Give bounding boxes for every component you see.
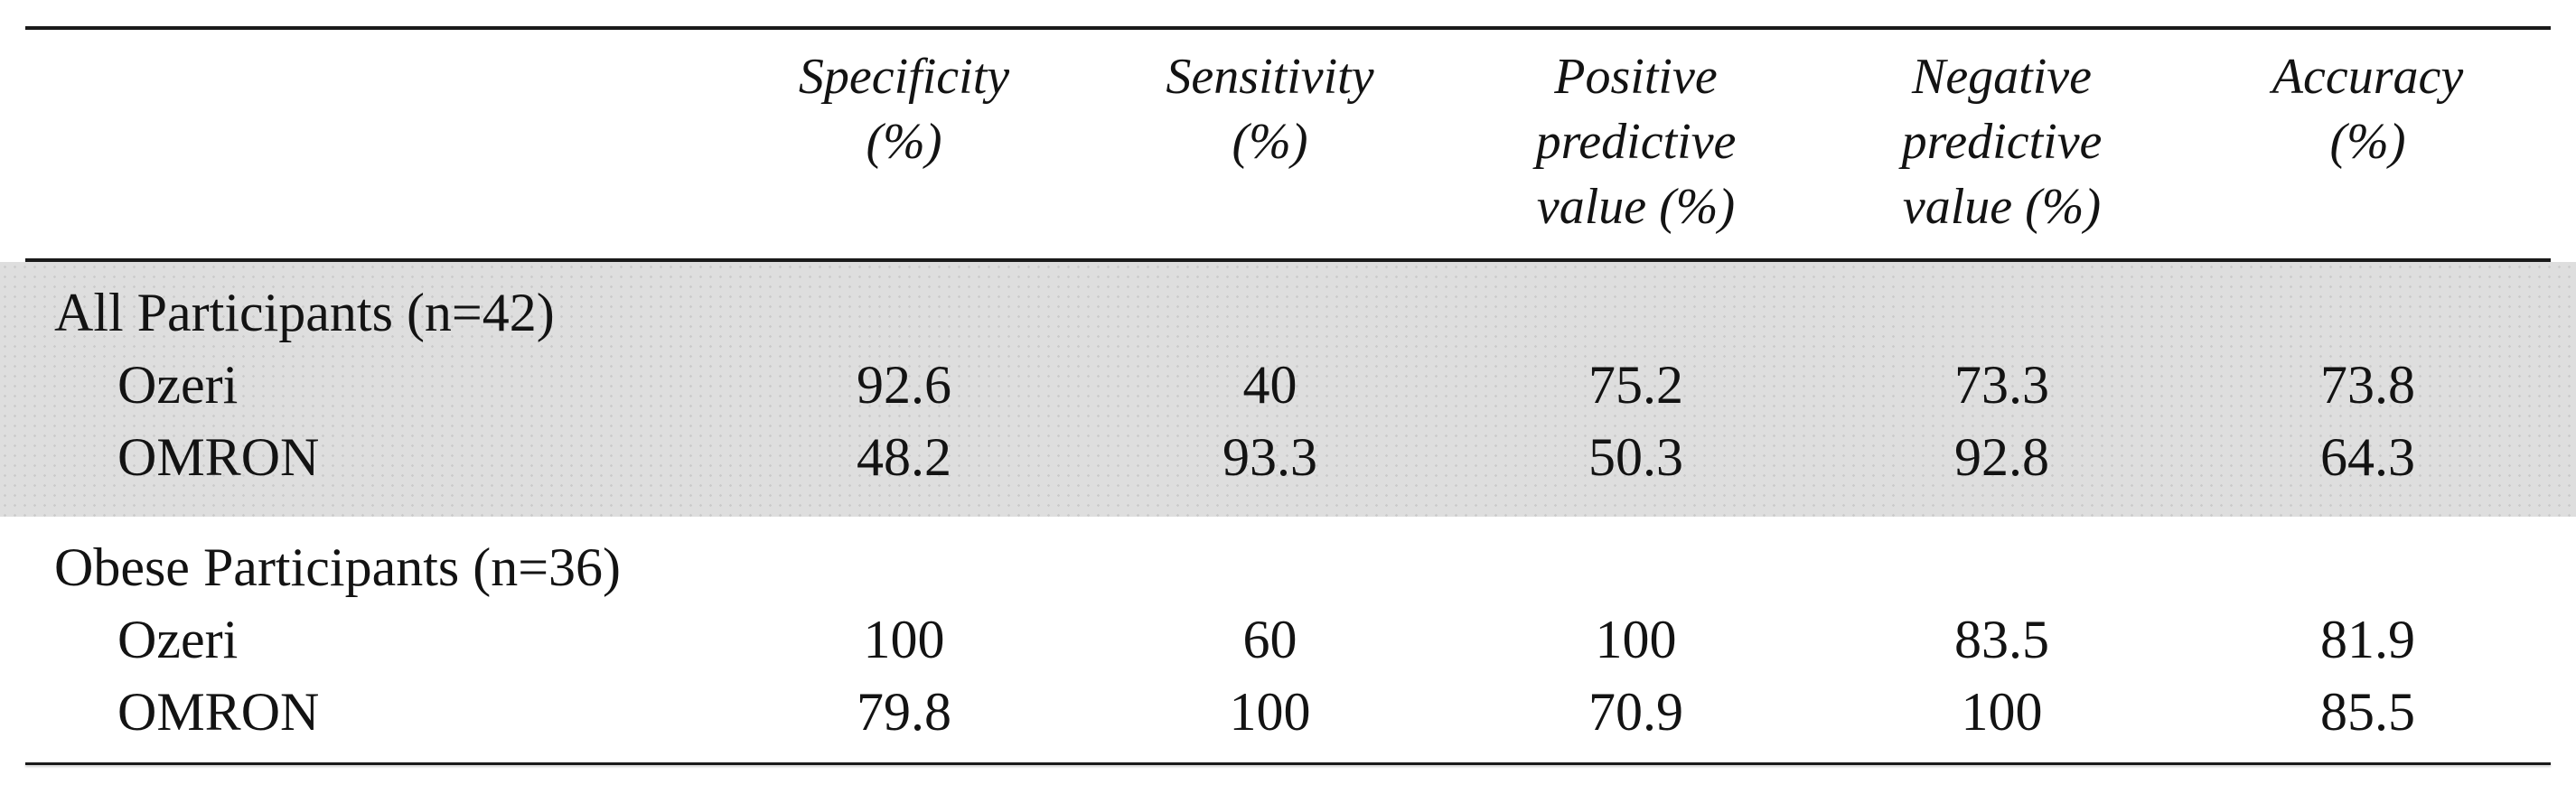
table-row-ozeri-obese: Ozeri 100 60 100 83.5 81.9 xyxy=(25,603,2551,676)
column-header-ppv: Positive predictive value (%) xyxy=(1535,49,1737,235)
row-label: OMRON xyxy=(117,426,320,487)
section-label-row: Obese Participants (n=36) xyxy=(25,531,2551,603)
table-row-omron-all: OMRON 48.2 93.3 50.3 92.8 64.3 xyxy=(25,421,2551,493)
cell-specificity: 100 xyxy=(863,609,945,669)
table-header-row: Specificity (%) Sensitivity (%) Positive… xyxy=(25,30,2551,258)
cell-specificity: 92.6 xyxy=(857,354,951,415)
cell-sensitivity: 60 xyxy=(1242,609,1297,669)
cell-ppv: 100 xyxy=(1595,609,1677,669)
table-top-rule xyxy=(25,26,2551,30)
header-separator-rule xyxy=(25,258,2551,262)
cell-ppv: 50.3 xyxy=(1588,426,1683,487)
cell-ppv: 75.2 xyxy=(1588,354,1683,415)
column-header-accuracy: Accuracy (%) xyxy=(2272,49,2464,170)
cell-accuracy: 81.9 xyxy=(2320,609,2415,669)
cell-npv: 92.8 xyxy=(1954,426,2049,487)
cell-sensitivity: 93.3 xyxy=(1222,426,1317,487)
cell-npv: 73.3 xyxy=(1954,354,2049,415)
table-row-ozeri-all: Ozeri 92.6 40 75.2 73.3 73.8 xyxy=(25,349,2551,421)
cell-npv: 100 xyxy=(1961,681,2043,742)
table-row-omron-obese: OMRON 79.8 100 70.9 100 85.5 xyxy=(25,676,2551,748)
cell-accuracy: 64.3 xyxy=(2320,426,2415,487)
column-header-sensitivity: Sensitivity (%) xyxy=(1166,49,1374,170)
cell-npv: 83.5 xyxy=(1954,609,2049,669)
table-bottom-rule xyxy=(25,762,2551,765)
cell-ppv: 70.9 xyxy=(1588,681,1683,742)
column-header-specificity: Specificity (%) xyxy=(798,49,1010,170)
column-header-npv: Negative predictive value (%) xyxy=(1901,49,2103,235)
section-label: All Participants (n=42) xyxy=(54,282,555,342)
section-all-participants: All Participants (n=42) Ozeri 92.6 40 75… xyxy=(0,262,2576,517)
cell-specificity: 79.8 xyxy=(857,681,951,742)
section-label: Obese Participants (n=36) xyxy=(54,537,622,597)
cell-accuracy: 85.5 xyxy=(2320,681,2415,742)
cell-sensitivity: 100 xyxy=(1229,681,1311,742)
cell-accuracy: 73.8 xyxy=(2320,354,2415,415)
row-label: OMRON xyxy=(117,681,320,742)
row-label: Ozeri xyxy=(117,609,239,669)
section-label-row: All Participants (n=42) xyxy=(25,276,2551,349)
cell-sensitivity: 40 xyxy=(1242,354,1297,415)
row-label: Ozeri xyxy=(117,354,239,415)
section-obese-participants: Obese Participants (n=36) Ozeri 100 60 1… xyxy=(0,517,2576,762)
cell-specificity: 48.2 xyxy=(857,426,951,487)
